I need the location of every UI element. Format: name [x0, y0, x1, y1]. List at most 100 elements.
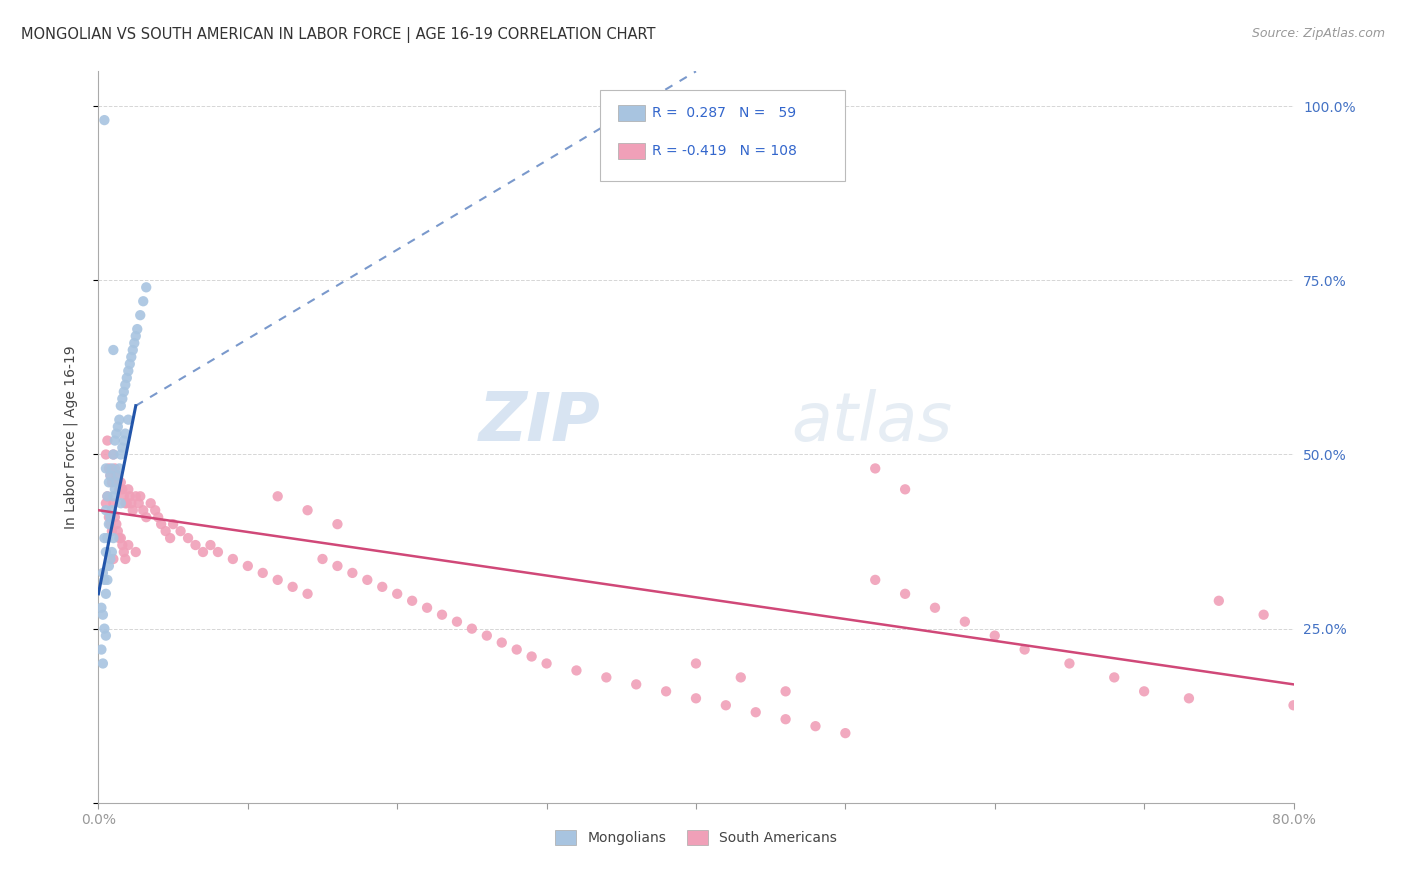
Point: [101, 524, 124, 538]
Point: [103, 489, 125, 503]
Text: Source: ZipAtlas.com: Source: ZipAtlas.com: [1251, 27, 1385, 40]
Point: [104, 510, 127, 524]
Text: R = -0.419   N = 108: R = -0.419 N = 108: [652, 145, 797, 158]
Point: [96, 489, 118, 503]
Point: [107, 524, 129, 538]
Point: [207, 545, 229, 559]
Point: [132, 503, 155, 517]
Point: [110, 531, 132, 545]
Point: [93, 531, 115, 545]
Point: [97, 461, 120, 475]
Point: [112, 434, 135, 448]
Point: [177, 531, 200, 545]
Point: [129, 308, 152, 322]
Point: [1014, 642, 1036, 657]
Point: [626, 677, 648, 691]
Point: [342, 566, 364, 580]
Point: [104, 483, 127, 497]
Point: [1253, 607, 1275, 622]
Point: [112, 384, 135, 399]
Point: [371, 580, 394, 594]
Point: [775, 684, 797, 698]
Point: [281, 580, 304, 594]
Point: [1282, 698, 1305, 713]
Point: [94, 587, 117, 601]
Point: [108, 461, 131, 475]
Point: [953, 615, 976, 629]
Point: [94, 461, 117, 475]
Point: [103, 448, 125, 462]
Point: [111, 483, 134, 497]
Point: [103, 448, 125, 462]
Point: [108, 531, 131, 545]
Point: [506, 642, 529, 657]
Point: [1178, 691, 1201, 706]
Point: [112, 545, 135, 559]
Point: [110, 496, 132, 510]
Point: [97, 510, 120, 524]
Point: [91, 566, 114, 580]
Point: [685, 657, 707, 671]
Point: [94, 503, 117, 517]
Point: [118, 489, 141, 503]
Point: [118, 357, 141, 371]
Point: [103, 343, 125, 357]
Point: [93, 573, 115, 587]
Text: R =  0.287   N =   59: R = 0.287 N = 59: [652, 106, 796, 120]
Point: [1208, 594, 1230, 608]
Point: [112, 489, 135, 503]
Point: [159, 531, 181, 545]
Point: [97, 558, 120, 573]
Point: [91, 657, 114, 671]
Point: [94, 448, 117, 462]
Point: [101, 461, 124, 475]
Point: [150, 517, 173, 532]
Point: [107, 419, 129, 434]
Point: [804, 719, 827, 733]
Point: [565, 664, 588, 678]
Point: [93, 622, 115, 636]
Point: [105, 475, 128, 490]
Point: [326, 517, 349, 532]
Point: [96, 573, 118, 587]
Point: [121, 343, 143, 357]
Point: [120, 350, 142, 364]
Point: [1133, 684, 1156, 698]
Point: [94, 496, 117, 510]
Point: [416, 600, 439, 615]
Point: [326, 558, 349, 573]
Point: [200, 538, 222, 552]
Point: [894, 587, 917, 601]
Point: [184, 538, 207, 552]
Point: [97, 475, 120, 490]
Y-axis label: In Labor Force | Age 16-19: In Labor Force | Age 16-19: [63, 345, 77, 529]
Point: [94, 545, 117, 559]
Point: [114, 426, 136, 441]
Point: [924, 600, 946, 615]
FancyBboxPatch shape: [600, 90, 845, 181]
Point: [865, 573, 887, 587]
Point: [124, 336, 146, 351]
Point: [120, 496, 142, 510]
Point: [169, 524, 191, 538]
Point: [461, 622, 484, 636]
Point: [103, 496, 125, 510]
Point: [745, 705, 768, 719]
Point: [98, 510, 122, 524]
Point: [125, 545, 148, 559]
Text: MONGOLIAN VS SOUTH AMERICAN IN LABOR FORCE | AGE 16-19 CORRELATION CHART: MONGOLIAN VS SOUTH AMERICAN IN LABOR FOR…: [21, 27, 655, 43]
Point: [127, 322, 149, 336]
Point: [125, 489, 148, 503]
Point: [311, 552, 333, 566]
Point: [129, 489, 152, 503]
Point: [595, 670, 617, 684]
Point: [103, 531, 125, 545]
Point: [162, 517, 184, 532]
Point: [135, 280, 157, 294]
Point: [475, 629, 498, 643]
Point: [385, 587, 409, 601]
Bar: [619, 105, 644, 121]
Legend: Mongolians, South Americans: Mongolians, South Americans: [550, 825, 842, 851]
Point: [105, 426, 128, 441]
Point: [775, 712, 797, 726]
